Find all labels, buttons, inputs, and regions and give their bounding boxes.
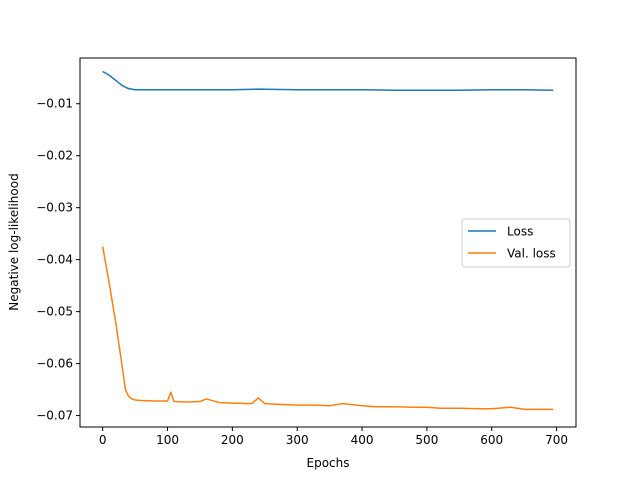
legend: Loss Val. loss <box>461 218 571 268</box>
y-tick-label: −0.01 <box>36 97 73 111</box>
x-tick-label: 200 <box>221 433 244 447</box>
y-tick-label: −0.02 <box>36 149 73 163</box>
x-tick-label: 400 <box>351 433 374 447</box>
x-tick-label: 700 <box>545 433 568 447</box>
y-tick-label: −0.03 <box>36 201 73 215</box>
y-tick-label: −0.06 <box>36 357 73 371</box>
legend-label: Val. loss <box>507 247 556 261</box>
series-layer <box>101 70 554 411</box>
series-line-1 <box>101 246 554 411</box>
x-tick-label: 500 <box>415 433 438 447</box>
y-tick-label: −0.07 <box>36 409 73 423</box>
x-tick-label: 600 <box>480 433 503 447</box>
x-tick-label: 100 <box>156 433 179 447</box>
series-line-0 <box>102 70 554 91</box>
y-tick-label: −0.04 <box>36 253 73 267</box>
x-axis-label: Epochs <box>307 456 350 470</box>
y-axis: −0.01 −0.02 −0.03 −0.04 −0.05 −0.06 −0.07 <box>36 97 80 423</box>
x-tick-label: 0 <box>99 433 107 447</box>
x-tick-label: 300 <box>286 433 309 447</box>
y-tick-label: −0.05 <box>36 305 73 319</box>
plot-frame <box>79 57 577 428</box>
legend-label: Loss <box>507 225 533 239</box>
y-axis-label: Negative log-likelihood <box>7 173 21 310</box>
x-axis: 0 100 200 300 400 500 600 700 <box>99 427 568 447</box>
